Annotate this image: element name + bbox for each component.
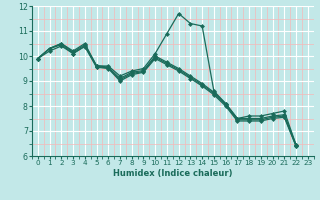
X-axis label: Humidex (Indice chaleur): Humidex (Indice chaleur): [113, 169, 233, 178]
